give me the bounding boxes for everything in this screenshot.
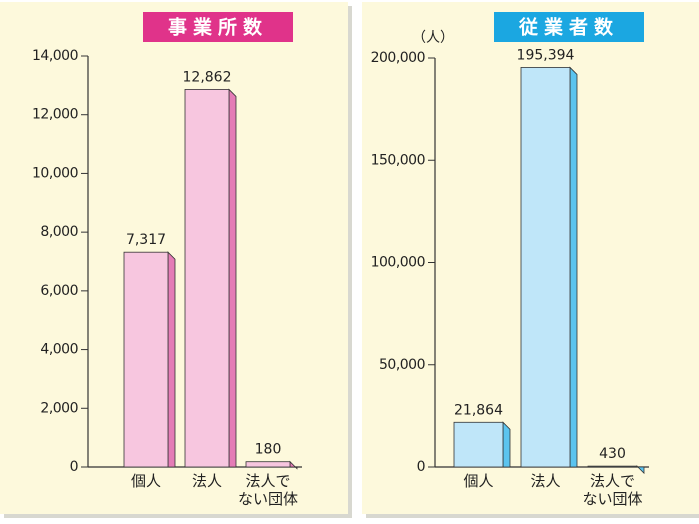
bar-side xyxy=(167,251,176,468)
bar xyxy=(184,89,230,468)
x-tick-label: 個人 xyxy=(463,472,494,490)
chart-title: 事業所数 xyxy=(168,16,268,39)
value-label: 180 xyxy=(255,442,282,458)
bar-side xyxy=(569,66,578,468)
bar xyxy=(245,461,291,468)
x-tick-label-box: 個人 xyxy=(463,472,494,490)
x-tick-label: 法人 xyxy=(530,472,561,490)
y-tick-label: 14,000 xyxy=(32,48,78,64)
y-tick-label: 10,000 xyxy=(32,165,78,181)
x-tick-label: 個人 xyxy=(130,472,161,490)
y-tick-label: 2,000 xyxy=(40,400,78,416)
bar xyxy=(453,421,504,468)
value-label: 430 xyxy=(599,446,626,462)
y-tick-label: 200,000 xyxy=(371,50,425,66)
x-tick-label: 法人 xyxy=(191,472,222,490)
x-tick-label: 法人で ない団体 xyxy=(237,472,298,508)
y-tick-label: 100,000 xyxy=(371,255,425,271)
value-label: 21,864 xyxy=(454,402,503,418)
x-tick-label: 法人で ない団体 xyxy=(582,472,643,508)
x-tick-label-box: 法人で ない団体 xyxy=(582,472,643,508)
y-tick-label: 0 xyxy=(417,459,425,475)
chart-title: 従業者数 xyxy=(518,16,619,39)
x-tick-label-box: 法人 xyxy=(530,472,561,490)
value-label: 7,317 xyxy=(126,232,166,248)
value-label: 195,394 xyxy=(517,47,575,63)
y-tick-label: 50,000 xyxy=(379,357,425,373)
x-tick-label-box: 個人 xyxy=(130,472,161,490)
y-tick-label: 150,000 xyxy=(371,152,425,168)
bar-side xyxy=(502,421,511,468)
title-box xyxy=(143,12,293,42)
y-tick-label: 8,000 xyxy=(40,224,78,240)
bar-side xyxy=(228,88,237,468)
title-box xyxy=(494,12,644,42)
value-label: 12,862 xyxy=(183,69,232,85)
y-tick-label: 12,000 xyxy=(32,107,78,123)
x-tick-label-box: 法人で ない団体 xyxy=(237,472,298,508)
bar xyxy=(123,251,169,468)
x-tick-label-box: 法人 xyxy=(191,472,222,490)
y-tick-label: 4,000 xyxy=(40,342,78,358)
bar xyxy=(520,67,571,468)
bar xyxy=(587,465,638,468)
y-tick-label: 6,000 xyxy=(40,283,78,299)
y-tick-label: 0 xyxy=(70,459,78,475)
y-axis-label: （人） xyxy=(412,30,454,46)
